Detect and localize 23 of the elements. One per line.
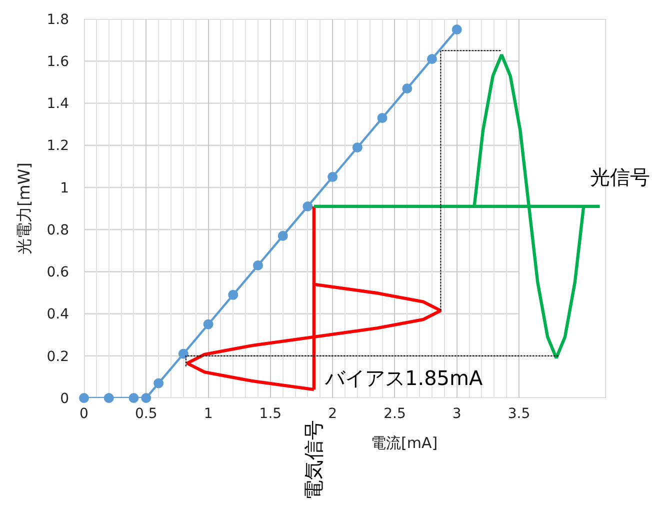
y-tick-label: 1 — [60, 180, 69, 196]
x-tick-label: 1.5 — [259, 406, 282, 422]
annotation: バイアス1.85mA — [324, 366, 484, 390]
y-tick-label: 1.4 — [46, 96, 70, 112]
y-tick-label: 0.8 — [46, 222, 69, 238]
x-axis-title: 電流[mA] — [371, 434, 438, 452]
annotation: 光信号 — [590, 165, 650, 189]
x-tick-label: 0 — [80, 406, 88, 422]
y-tick-label: 1.8 — [46, 12, 69, 28]
text: 電気信号 — [301, 420, 326, 500]
x-tick-label: 2 — [328, 406, 338, 422]
y-axis-title: 光電力[mW] — [14, 162, 34, 254]
y-tick-label: 0 — [60, 390, 69, 407]
y-tick-label: 0.6 — [46, 264, 70, 281]
x-tick-label: 2.5 — [384, 406, 406, 422]
x-tick-label: 3.5 — [508, 406, 530, 422]
y-tick-label: 0.2 — [46, 348, 69, 365]
y-tick-label: 1.2 — [46, 138, 69, 154]
x-tick-label: 1 — [204, 406, 213, 422]
y-tick-label: 0.4 — [46, 306, 70, 323]
x-tick-label: 0.5 — [135, 406, 158, 422]
x-tick-label: 3 — [452, 406, 462, 422]
y-tick-label: 1.6 — [46, 54, 70, 70]
